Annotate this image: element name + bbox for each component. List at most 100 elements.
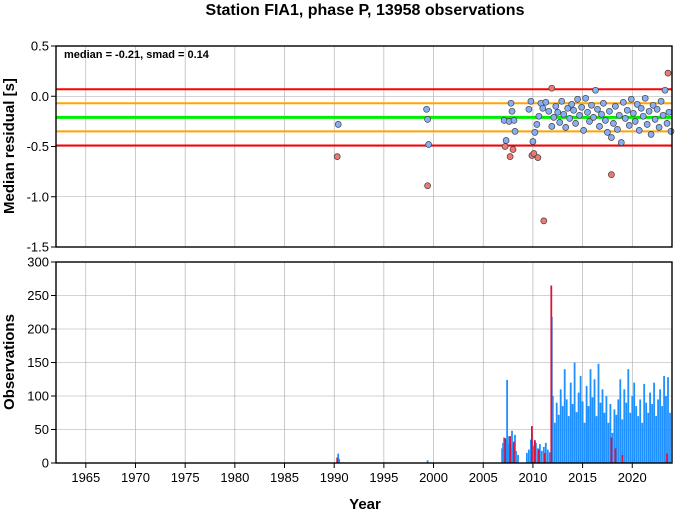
observations-y-axis-label: Observations — [1, 314, 18, 410]
year-x-axis-label: Year — [349, 496, 381, 511]
residual-y-ticks: 0.5 0.0 -0.5 -1.0 -1.5 — [27, 39, 56, 255]
residual-point-0-77 — [659, 111, 667, 119]
obs-bar-0-7 — [506, 379, 508, 463]
observations-bars — [336, 285, 671, 464]
obs-bar-0-32 — [555, 402, 558, 463]
residual-point-0-47 — [600, 99, 607, 107]
obs-bar-0-24 — [540, 450, 543, 463]
year-xtick-label-1980: 1980 — [220, 470, 249, 485]
residual-point-0-80 — [665, 108, 673, 116]
obs-ytick-label-50: 50 — [35, 422, 49, 437]
obs-bar-0-11 — [511, 430, 513, 463]
obs-bar-0-48 — [587, 406, 590, 463]
obs-bar-1-8 — [550, 285, 553, 463]
obs-ytick-label-250: 250 — [27, 288, 49, 303]
obs-bar-0-49 — [589, 369, 592, 463]
residual-point-0-24 — [554, 108, 562, 116]
obs-bar-0-44 — [579, 375, 582, 463]
obs-bar-0-64 — [619, 379, 622, 464]
residual-point-0-36 — [578, 103, 585, 111]
obs-bar-1-5 — [534, 440, 536, 463]
obs-bar-0-34 — [559, 389, 562, 463]
obs-bar-0-40 — [571, 404, 574, 463]
obs-bar-0-54 — [599, 402, 602, 463]
obs-bar-0-57 — [605, 396, 608, 463]
obs-bar-0-79 — [649, 392, 651, 463]
year-xtick-label-1970: 1970 — [121, 470, 150, 485]
residual-point-0-69 — [643, 121, 651, 128]
obs-bar-0-12 — [512, 442, 514, 463]
residual-point-1-3 — [506, 153, 514, 160]
residual-point-0-40 — [586, 118, 593, 125]
obs-bar-0-51 — [593, 379, 596, 464]
residual-point-0-3 — [425, 141, 432, 148]
residual-point-0-48 — [602, 117, 609, 124]
year-xtick-label-1985: 1985 — [270, 470, 299, 485]
residual-point-0-25 — [556, 119, 564, 126]
residual-point-1-9 — [548, 84, 556, 92]
obs-bar-0-82 — [655, 416, 657, 463]
obs-bar-0-67 — [625, 402, 628, 463]
residual-point-0-32 — [570, 106, 577, 114]
residual-point-0-78 — [661, 86, 669, 94]
residual-point-0-59 — [623, 106, 631, 114]
obs-bar-0-2 — [426, 460, 429, 463]
residual-grid — [56, 45, 672, 248]
residual-point-0-19 — [542, 98, 550, 106]
residual-point-0-18 — [539, 104, 547, 112]
obs-ytick-label-0: 0 — [42, 456, 49, 471]
residual-point-0-15 — [533, 121, 541, 128]
year-xtick-label-2020: 2020 — [618, 470, 647, 485]
residual-point-0-13 — [529, 138, 537, 145]
residual-point-0-23 — [552, 102, 560, 110]
residual-point-0-55 — [615, 111, 623, 119]
residual-point-0-41 — [588, 101, 595, 109]
residual-point-0-51 — [608, 134, 615, 141]
residual-point-0-57 — [619, 98, 627, 106]
residual-point-0-49 — [604, 129, 611, 136]
obs-bar-0-23 — [539, 444, 541, 463]
obs-bar-0-80 — [651, 404, 653, 463]
observations-y-ticks: 0 50 100 150 200 250 300 — [27, 255, 56, 471]
year-xtick-label-1975: 1975 — [171, 470, 200, 485]
residual-point-0-30 — [566, 115, 574, 122]
residual-point-1-1 — [424, 182, 431, 190]
obs-bar-0-81 — [653, 382, 655, 463]
residual-point-0-28 — [562, 124, 570, 131]
obs-bar-0-30 — [551, 396, 554, 463]
residual-point-0-56 — [617, 139, 625, 146]
residual-point-0-60 — [625, 122, 633, 129]
obs-bar-0-87 — [665, 396, 667, 463]
obs-bar-0-65 — [621, 419, 624, 463]
obs-bar-0-78 — [647, 412, 650, 464]
obs-bar-1-6 — [538, 449, 540, 463]
residual-point-1-8 — [540, 217, 548, 225]
obs-bar-1-12 — [666, 453, 668, 463]
obs-bar-0-47 — [585, 385, 588, 463]
obs-bar-0-17 — [528, 449, 530, 463]
residual-point-0-75 — [655, 124, 663, 131]
obs-bar-0-45 — [581, 401, 584, 463]
obs-bar-1-11 — [621, 455, 624, 463]
chart-title: Station FIA1, phase P, 13958 observation… — [206, 2, 525, 19]
obs-bar-0-83 — [657, 399, 659, 463]
residual-point-0-37 — [580, 127, 587, 134]
residual-point-0-5 — [502, 137, 510, 144]
obs-bar-0-61 — [613, 409, 616, 463]
residual-point-0-68 — [641, 94, 649, 102]
residual-ytick-label-3: -1.0 — [27, 189, 49, 204]
obs-bar-0-41 — [573, 362, 576, 463]
obs-bar-1-4 — [531, 426, 533, 463]
obs-bar-0-28 — [548, 452, 551, 463]
residual-point-0-11 — [525, 105, 533, 113]
year-xtick-label-2005: 2005 — [469, 470, 498, 485]
year-xtick-label-2015: 2015 — [568, 470, 597, 485]
residual-point-0-14 — [531, 129, 539, 136]
residual-point-0-16 — [535, 112, 543, 120]
obs-bar-0-60 — [611, 432, 614, 463]
residual-point-0-43 — [592, 86, 599, 94]
obs-bar-0-55 — [601, 389, 604, 463]
residual-point-1-6 — [530, 150, 538, 157]
obs-bar-0-66 — [623, 389, 626, 463]
